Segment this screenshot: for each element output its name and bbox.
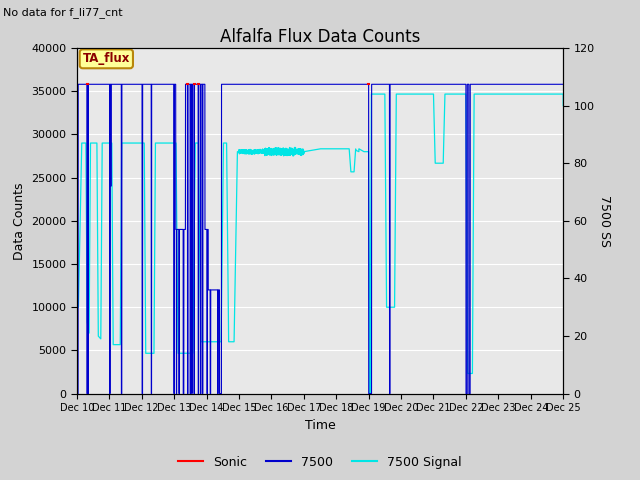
Text: No data for f_li77_cnt: No data for f_li77_cnt [3,7,123,18]
Title: Alfalfa Flux Data Counts: Alfalfa Flux Data Counts [220,28,420,47]
Y-axis label: 7500 SS: 7500 SS [598,195,611,247]
X-axis label: Time: Time [305,419,335,432]
Legend: Sonic, 7500, 7500 Signal: Sonic, 7500, 7500 Signal [173,451,467,474]
Y-axis label: Data Counts: Data Counts [13,182,26,260]
Text: TA_flux: TA_flux [83,52,130,65]
